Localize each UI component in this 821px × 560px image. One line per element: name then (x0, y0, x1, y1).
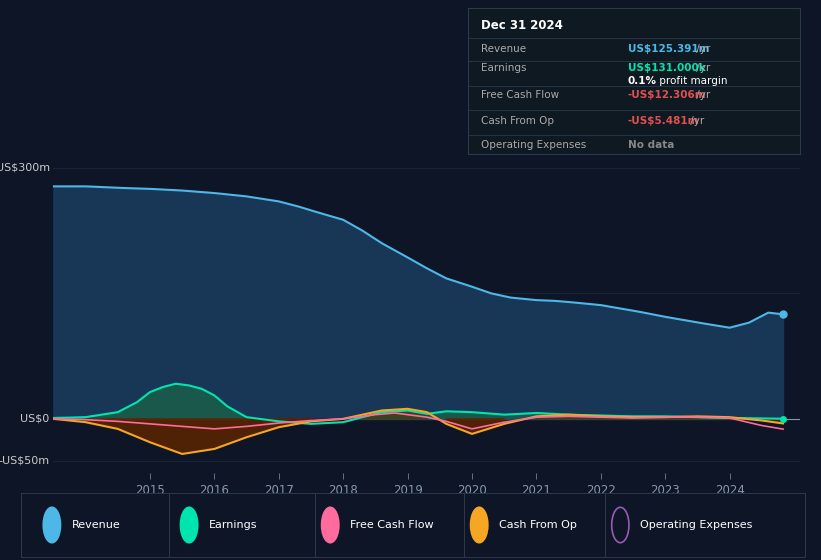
Text: 0.1%: 0.1% (627, 76, 657, 86)
Text: -US$5.481m: -US$5.481m (627, 116, 699, 126)
Text: Dec 31 2024: Dec 31 2024 (481, 18, 563, 31)
Ellipse shape (470, 507, 488, 543)
Text: US$0: US$0 (21, 414, 49, 424)
Text: Earnings: Earnings (481, 63, 527, 73)
Ellipse shape (44, 507, 61, 543)
Text: /yr: /yr (694, 90, 711, 100)
Text: Earnings: Earnings (209, 520, 257, 530)
Text: /yr: /yr (694, 44, 711, 54)
Text: Cash From Op: Cash From Op (499, 520, 576, 530)
Text: -US$50m: -US$50m (0, 456, 49, 466)
Text: Operating Expenses: Operating Expenses (481, 139, 586, 150)
Text: Revenue: Revenue (481, 44, 526, 54)
Ellipse shape (181, 507, 198, 543)
Text: profit margin: profit margin (656, 76, 727, 86)
Text: Operating Expenses: Operating Expenses (640, 520, 752, 530)
Text: Revenue: Revenue (71, 520, 120, 530)
Ellipse shape (322, 507, 339, 543)
Text: Free Cash Flow: Free Cash Flow (481, 90, 559, 100)
Text: US$300m: US$300m (0, 163, 49, 173)
Text: No data: No data (627, 139, 674, 150)
Text: US$131.000k: US$131.000k (627, 63, 705, 73)
Text: /yr: /yr (694, 63, 711, 73)
Text: -US$12.306m: -US$12.306m (627, 90, 706, 100)
Text: Cash From Op: Cash From Op (481, 116, 554, 126)
Text: Free Cash Flow: Free Cash Flow (350, 520, 433, 530)
Text: US$125.391m: US$125.391m (627, 44, 709, 54)
Text: /yr: /yr (687, 116, 704, 126)
